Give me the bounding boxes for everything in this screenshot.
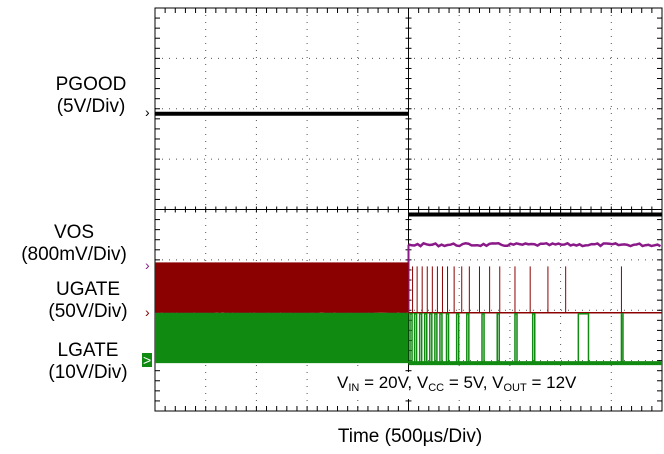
lgate-scale: (10V/Div)	[48, 362, 128, 383]
pgood-name: PGOOD	[55, 74, 127, 95]
test-conditions: VIN = 20V, VCC = 5V, VOUT = 12V	[335, 372, 579, 399]
lgate-pulse	[418, 313, 423, 364]
lgate-pulse	[434, 313, 438, 364]
lgate-pulse	[439, 313, 443, 364]
pgood-ref-marker: ›	[145, 104, 150, 120]
lgate-pulse	[531, 313, 536, 364]
vos-trace-after	[408, 241, 662, 248]
ugate-ref-marker: ›	[145, 304, 150, 320]
lgate-ref-marker: >	[142, 352, 153, 368]
lgate-pulse	[409, 313, 413, 364]
lgate-pulse	[577, 313, 590, 364]
ugate-switching-band	[155, 262, 409, 313]
lgate-pulse	[620, 313, 624, 364]
vos-name: VOS	[53, 222, 95, 243]
ugate-scale: (50V/Div)	[48, 301, 128, 322]
lgate-pulse	[413, 313, 418, 364]
lgate-pulse	[455, 313, 460, 364]
pgood-scale: (5V/Div)	[56, 96, 126, 117]
x-axis-title: Time (500µs/Div)	[337, 426, 483, 447]
lgate-switching-band	[155, 312, 409, 364]
lgate-pulse	[466, 313, 470, 364]
lgate-pulse	[514, 313, 518, 364]
lgate-pulse	[429, 313, 433, 364]
lgate-pulse	[423, 313, 428, 364]
lgate-name: LGATE	[57, 340, 119, 361]
ugate-name: UGATE	[55, 279, 121, 300]
condition-in: VIN = 20V,	[337, 373, 417, 394]
vos-label: VOS (800mV/Div)	[4, 222, 144, 266]
lgate-pulse	[445, 313, 450, 364]
lgate-pulse	[496, 313, 501, 364]
vos-ref-marker: ›	[145, 257, 150, 273]
condition-cc: VCC = 5V,	[416, 373, 493, 394]
lgate-pulse	[481, 313, 485, 364]
condition-out: VOUT = 12V	[492, 373, 577, 394]
ugate-label: UGATE (50V/Div)	[28, 279, 148, 323]
plot-frame	[154, 7, 663, 412]
pgood-label: PGOOD (5V/Div)	[46, 74, 136, 118]
vos-scale: (800mV/Div)	[21, 244, 127, 265]
lgate-label: LGATE (10V/Div)	[28, 340, 148, 384]
